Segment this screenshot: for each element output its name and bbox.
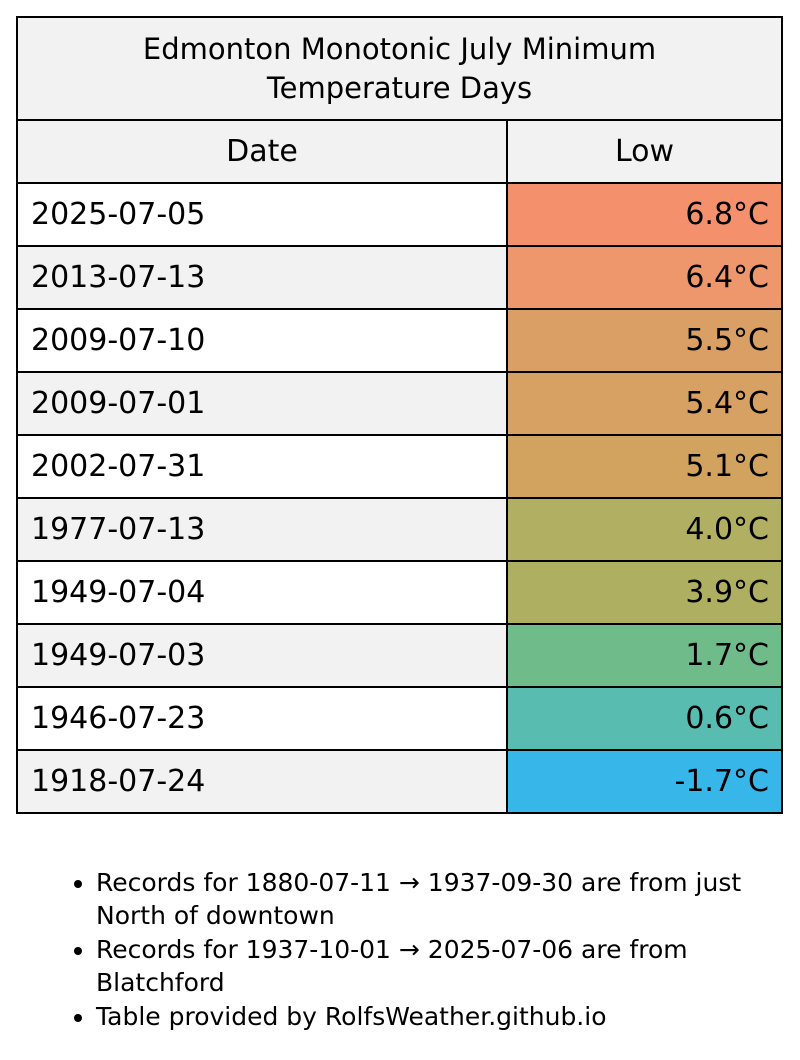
table-row: 1918-07-24 -1.7°C: [16, 749, 783, 814]
table-body: 2025-07-05 6.8°C 2013-07-13 6.4°C 2009-07-10…: [16, 182, 783, 814]
note-item: Table provided by RolfsWeather.github.io: [96, 1000, 800, 1033]
table-row: 2002-07-31 5.1°C: [16, 434, 783, 499]
table-row: 2025-07-05 6.8°C: [16, 182, 783, 247]
date-cell: 1977-07-13: [16, 497, 508, 562]
table-row: 2009-07-10 5.5°C: [16, 308, 783, 373]
low-temperature-cell: 6.4°C: [506, 245, 783, 310]
low-temperature-cell: 5.5°C: [506, 308, 783, 373]
note-item: Records for 1880-07-11 → 1937-09-30 are …: [96, 866, 800, 932]
records-table-container: Edmonton Monotonic July Minimum Temperat…: [16, 16, 783, 814]
table-row: 2013-07-13 6.4°C: [16, 245, 783, 310]
low-temperature-cell: 3.9°C: [506, 560, 783, 625]
column-header-date: Date: [16, 119, 508, 184]
table-row: 1946-07-23 0.6°C: [16, 686, 783, 751]
table-row: 1949-07-04 3.9°C: [16, 560, 783, 625]
date-cell: 1946-07-23: [16, 686, 508, 751]
notes-list: Records for 1880-07-11 → 1937-09-30 are …: [60, 866, 800, 1034]
records-table: Edmonton Monotonic July Minimum Temperat…: [16, 16, 783, 814]
date-cell: 2009-07-10: [16, 308, 508, 373]
low-temperature-cell: 5.4°C: [506, 371, 783, 436]
date-cell: 1949-07-03: [16, 623, 508, 688]
table-title: Edmonton Monotonic July Minimum Temperat…: [16, 16, 783, 121]
low-temperature-cell: 6.8°C: [506, 182, 783, 247]
date-cell: 1949-07-04: [16, 560, 508, 625]
low-temperature-cell: 4.0°C: [506, 497, 783, 562]
table-title-line-1: Edmonton Monotonic July Minimum: [142, 31, 657, 66]
date-cell: 2002-07-31: [16, 434, 508, 499]
table-row: 1949-07-03 1.7°C: [16, 623, 783, 688]
low-temperature-cell: -1.7°C: [506, 749, 783, 814]
column-header-low: Low: [506, 119, 783, 184]
date-cell: 2009-07-01: [16, 371, 508, 436]
table-title-line-2: Temperature Days: [266, 70, 533, 105]
table-row: 1977-07-13 4.0°C: [16, 497, 783, 562]
date-cell: 2025-07-05: [16, 182, 508, 247]
table-row: 2009-07-01 5.4°C: [16, 371, 783, 436]
low-temperature-cell: 0.6°C: [506, 686, 783, 751]
low-temperature-cell: 5.1°C: [506, 434, 783, 499]
date-cell: 2013-07-13: [16, 245, 508, 310]
low-temperature-cell: 1.7°C: [506, 623, 783, 688]
note-item: Records for 1937-10-01 → 2025-07-06 are …: [96, 933, 800, 999]
date-cell: 1918-07-24: [16, 749, 508, 814]
